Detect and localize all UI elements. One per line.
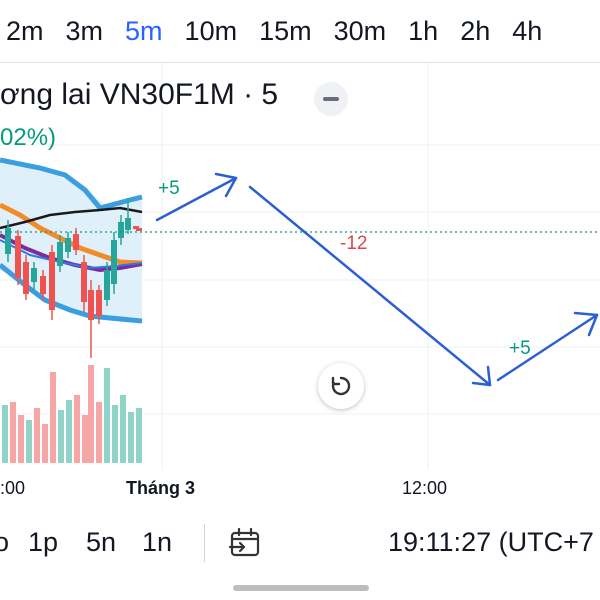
interval-1h[interactable]: 1h [408, 15, 439, 46]
range-button-1p[interactable]: 1p [28, 527, 59, 557]
minus-icon [323, 97, 339, 101]
annotation-down: -12 [340, 233, 368, 254]
interval-3m[interactable]: 3m [65, 15, 104, 46]
interval-15m[interactable]: 15m [259, 15, 312, 46]
interval-toolbar: 2m 3m 5m 10m 15m 30m 1h 2h 4h [0, 0, 600, 63]
arrow-down [248, 185, 492, 387]
calendar-goto-icon[interactable] [228, 528, 262, 558]
annotation-arrows [155, 172, 599, 387]
ma-blue-line [0, 239, 143, 270]
legend-collapse-button[interactable] [314, 82, 348, 116]
volume-bars [2, 365, 142, 463]
time-axis-label-month: Tháng 3 [126, 478, 196, 498]
interval-4h[interactable]: 4h [512, 15, 543, 46]
range-button-1n[interactable]: 1n [142, 527, 173, 557]
interval-2m[interactable]: 2m [6, 15, 44, 46]
timezone-clock[interactable]: 19:11:27 (UTC+7 [388, 527, 594, 557]
interval-2h[interactable]: 2h [460, 15, 491, 46]
price-change-percent: 02%) [0, 124, 57, 151]
interval-5m[interactable]: 5m [125, 15, 163, 46]
range-button-partial[interactable]: o [0, 527, 10, 557]
time-axis-label-noon: 12:00 [402, 478, 448, 498]
reset-icon [331, 376, 351, 396]
annotation-up-1: +5 [158, 178, 180, 199]
annotation-up-2: +5 [509, 338, 531, 359]
price-chart[interactable] [0, 63, 600, 505]
interval-10m[interactable]: 10m [184, 15, 238, 46]
range-button-5n[interactable]: 5n [86, 527, 117, 557]
home-indicator[interactable] [233, 585, 369, 591]
bottom-bar-divider [204, 524, 205, 562]
interval-30m[interactable]: 30m [333, 15, 387, 46]
symbol-title[interactable]: ơng lai VN30F1M · 5 [0, 78, 279, 111]
reset-chart-button[interactable] [318, 363, 364, 409]
candles [5, 198, 139, 358]
arrow-up-1 [155, 176, 238, 222]
arrow-up-2 [496, 313, 599, 382]
ma-black-line [0, 206, 143, 230]
time-axis-label-left: :00 [0, 478, 26, 498]
